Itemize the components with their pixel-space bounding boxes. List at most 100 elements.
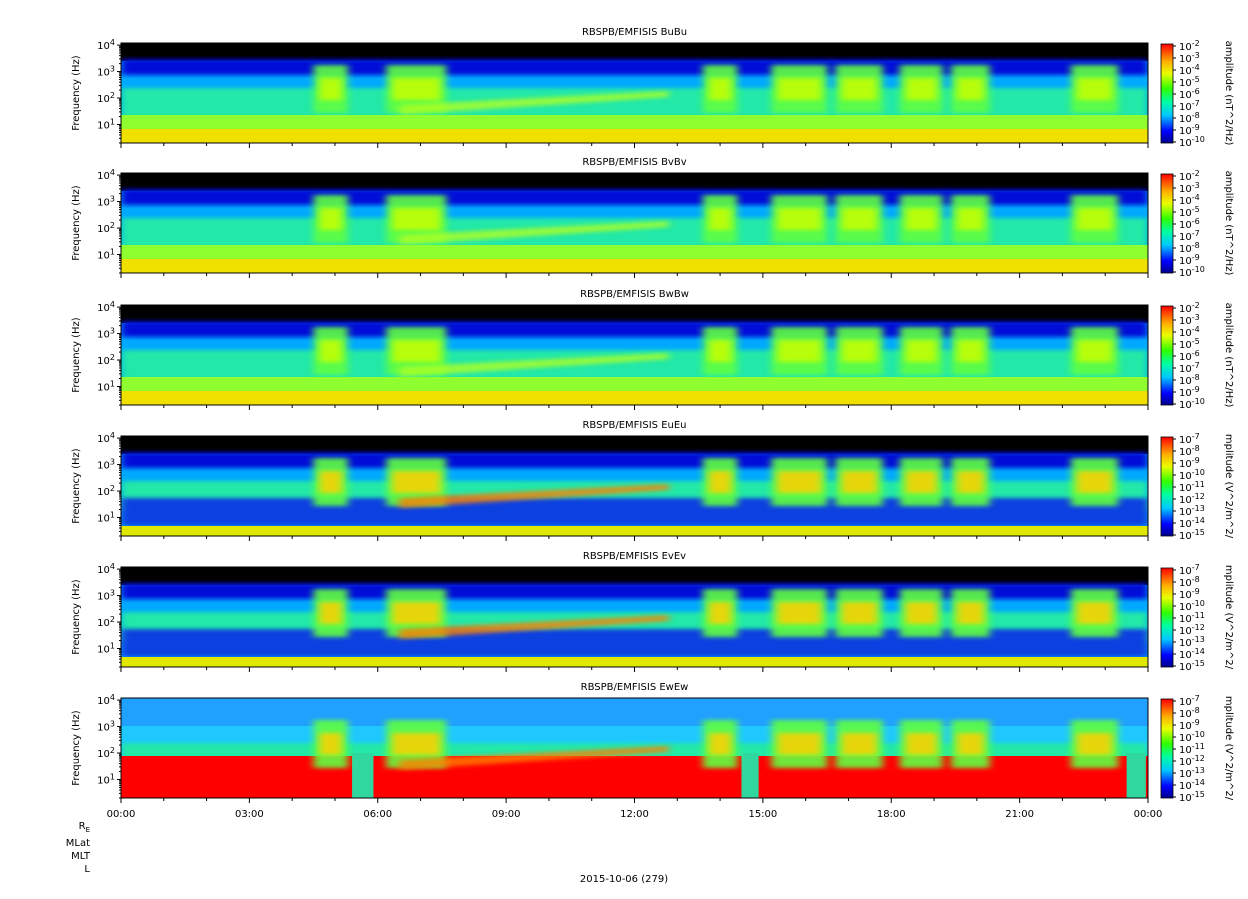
- x-tick-label: 15:00: [748, 809, 777, 820]
- panel-title: RBSPB/EMFISIS BvBv: [582, 157, 686, 168]
- colorbar-tick-label: 10-7: [1179, 563, 1200, 577]
- colorbar-tick-label: 10-8: [1179, 111, 1200, 125]
- y-axis-label: Frequency (Hz): [71, 185, 82, 261]
- colorbar-label: amplitude (nT^2/Hz): [1223, 41, 1234, 146]
- colorbar-tick-label: 10-10: [1179, 397, 1205, 411]
- colorbar-tick-label: 10-12: [1179, 492, 1205, 506]
- spectrogram-panel: RBSPB/EMFISIS BvBv Frequency (Hz) 104 103 10…: [71, 157, 1234, 279]
- y-tick-label: 104: [97, 168, 115, 182]
- colorbar-tick-label: 10-3: [1179, 181, 1200, 195]
- colorbar: [1160, 305, 1174, 406]
- ephemeris-re-subscript: E: [85, 826, 90, 834]
- x-tick-label: 03:00: [235, 809, 264, 820]
- panel-title: RBSPB/EMFISIS EwEw: [581, 682, 689, 693]
- colorbar-tick-label: 10-7: [1179, 432, 1200, 446]
- y-tick-label: 104: [97, 562, 115, 576]
- colorbar-tick-label: 10-2: [1179, 39, 1200, 53]
- colorbar-label: amplitude (nT^2/Hz): [1223, 171, 1234, 276]
- colorbar-tick-label: 10-10: [1179, 135, 1205, 149]
- spectrogram-image: [121, 436, 1148, 536]
- ephemeris-re-label: RE: [78, 821, 90, 834]
- colorbar-tick-label: 10-6: [1179, 217, 1200, 231]
- y-axis-label: Frequency (Hz): [71, 710, 82, 786]
- y-tick-label: 103: [97, 65, 115, 79]
- spectrogram-image: [121, 567, 1148, 667]
- y-tick-label: 104: [97, 38, 115, 52]
- y-tick-label: 104: [97, 693, 115, 707]
- date-label: 2015-10-06 (279): [579, 874, 669, 885]
- colorbar: [1160, 698, 1174, 799]
- colorbar-tick-label: 10-9: [1179, 718, 1200, 732]
- y-axis-label: Frequency (Hz): [71, 317, 82, 393]
- colorbar-tick-label: 10-8: [1179, 575, 1200, 589]
- colorbar-tick-label: 10-9: [1179, 253, 1200, 267]
- colorbar-tick-label: 10-15: [1179, 790, 1205, 804]
- y-tick-label: 103: [97, 327, 115, 341]
- x-tick-label: 21:00: [1005, 809, 1034, 820]
- x-tick-label: 12:00: [620, 809, 649, 820]
- colorbar-tick-label: 10-11: [1179, 480, 1205, 494]
- colorbar-tick-label: 10-8: [1179, 241, 1200, 255]
- colorbar-tick-label: 10-6: [1179, 87, 1200, 101]
- y-axis-label: Frequency (Hz): [71, 579, 82, 655]
- spectrogram-image: [121, 43, 1148, 143]
- y-tick-label: 104: [97, 431, 115, 445]
- colorbar-label: mplitude (V^2/m^2/: [1223, 696, 1234, 801]
- spectrogram-panel: RBSPB/EMFISIS EwEw Frequency (Hz) 104 103 10…: [71, 682, 1234, 804]
- y-tick-label: 101: [97, 772, 115, 786]
- spectrogram-image: [121, 305, 1148, 405]
- colorbar-tick-label: 10-14: [1179, 778, 1205, 792]
- panel-title: RBSPB/EMFISIS BwBw: [580, 289, 689, 300]
- y-tick-label: 102: [97, 746, 115, 760]
- colorbar-tick-label: 10-8: [1179, 373, 1200, 387]
- colorbar-tick-label: 10-7: [1179, 229, 1200, 243]
- colorbar: [1160, 43, 1174, 144]
- y-tick-label: 102: [97, 353, 115, 367]
- spectrogram-image: [121, 698, 1148, 798]
- colorbar-tick-label: 10-11: [1179, 611, 1205, 625]
- colorbar-tick-label: 10-9: [1179, 587, 1200, 601]
- y-tick-label: 103: [97, 720, 115, 734]
- colorbar-tick-label: 10-7: [1179, 361, 1200, 375]
- colorbar-tick-label: 10-2: [1179, 301, 1200, 315]
- colorbar-tick-label: 10-6: [1179, 349, 1200, 363]
- colorbar-tick-label: 10-14: [1179, 647, 1205, 661]
- spectrogram-image: [121, 173, 1148, 273]
- spectrogram-panel: RBSPB/EMFISIS BuBu Frequency (Hz) 104 103 10…: [71, 27, 1234, 149]
- colorbar-tick-label: 10-3: [1179, 51, 1200, 65]
- colorbar-tick-label: 10-4: [1179, 193, 1200, 207]
- y-tick-label: 101: [97, 510, 115, 524]
- x-tick-label: 06:00: [363, 809, 392, 820]
- colorbar-tick-label: 10-5: [1179, 75, 1200, 89]
- spectrogram-panel: RBSPB/EMFISIS EuEu Frequency (Hz) 104 103 10…: [71, 420, 1234, 542]
- y-tick-label: 104: [97, 300, 115, 314]
- panel-title: RBSPB/EMFISIS EuEu: [582, 420, 686, 431]
- ephemeris-mlat-label: MLat: [65, 838, 90, 849]
- colorbar-tick-label: 10-12: [1179, 754, 1205, 768]
- x-tick-label: 18:00: [877, 809, 906, 820]
- colorbar-tick-label: 10-15: [1179, 528, 1205, 542]
- colorbar-tick-label: 10-8: [1179, 444, 1200, 458]
- x-tick-label: 00:00: [1134, 809, 1163, 820]
- y-tick-label: 102: [97, 221, 115, 235]
- time-axis: 00:00 03:00 06:00 09:00 12:00 15:00 18:00 21:00…: [107, 809, 1163, 820]
- y-tick-label: 103: [97, 589, 115, 603]
- colorbar-tick-label: 10-13: [1179, 766, 1205, 780]
- colorbar-tick-label: 10-8: [1179, 706, 1200, 720]
- ephemeris-l-label: L: [84, 864, 90, 875]
- x-tick-label: 00:00: [107, 809, 136, 820]
- colorbar-tick-label: 10-4: [1179, 325, 1200, 339]
- colorbar-tick-label: 10-10: [1179, 468, 1205, 482]
- spectrogram-panel: RBSPB/EMFISIS BwBw Frequency (Hz) 104 103 10…: [71, 289, 1234, 411]
- colorbar: [1160, 173, 1174, 274]
- colorbar-tick-label: 10-11: [1179, 742, 1205, 756]
- ephemeris-mlt-label: MLT: [71, 851, 90, 862]
- colorbar-tick-label: 10-3: [1179, 313, 1200, 327]
- y-tick-label: 102: [97, 91, 115, 105]
- colorbar-label: amplitude (nT^2/Hz): [1223, 303, 1234, 408]
- y-tick-label: 101: [97, 641, 115, 655]
- colorbar-tick-label: 10-15: [1179, 659, 1205, 673]
- spectrogram-figure: RBSPB/EMFISIS BuBu Frequency (Hz) 104 103 10…: [71, 27, 1234, 820]
- colorbar-tick-label: 10-5: [1179, 337, 1200, 351]
- colorbar-label: mplitude (V^2/m^2/: [1223, 434, 1234, 539]
